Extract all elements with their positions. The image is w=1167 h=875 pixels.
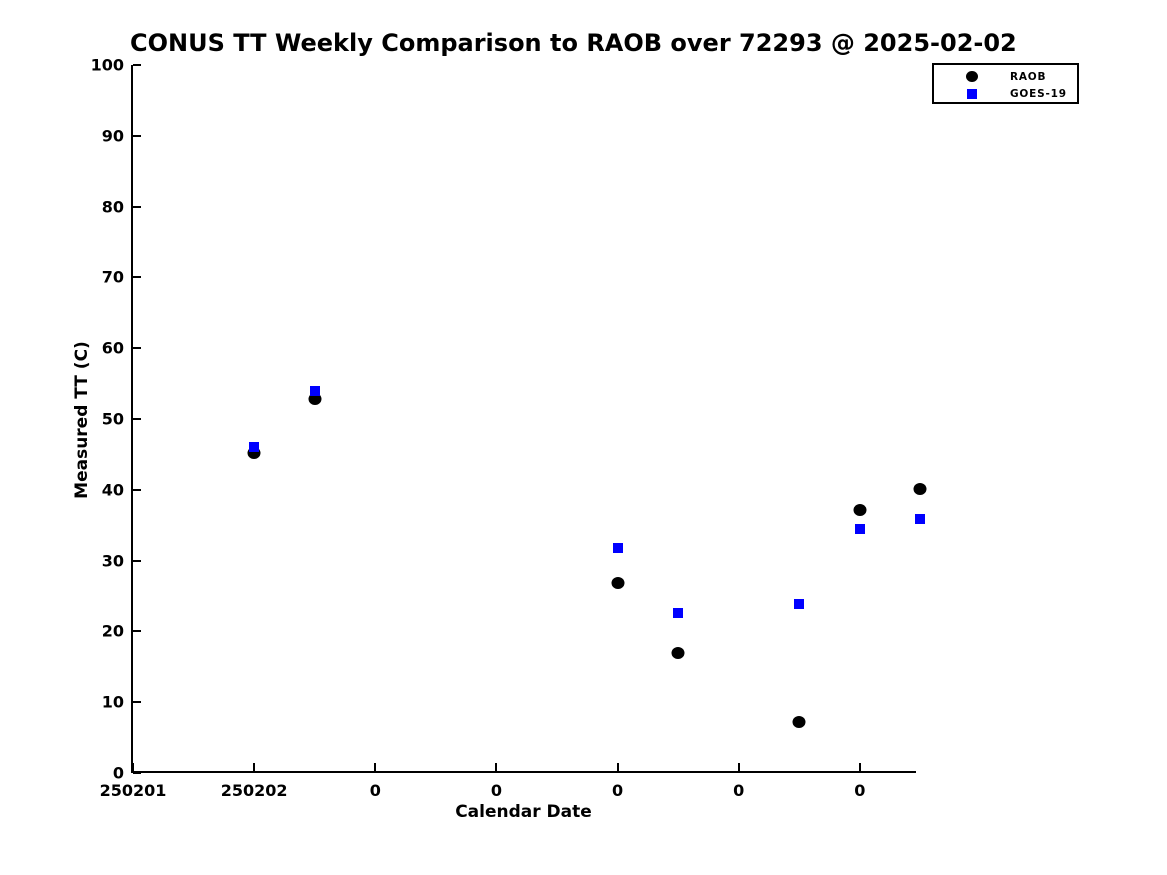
plot-area: 250201 250202 0 0 0 0 0 0 10 20 30 40 50 60 70 80 90 100 (91, 56, 927, 800)
x-tick-label: 0 (733, 781, 745, 800)
x-tick (374, 763, 377, 771)
y-tick (133, 630, 141, 633)
legend-label-raob: RAOB (1010, 70, 1047, 83)
x-tick (253, 763, 256, 771)
x-tick-label: 0 (369, 781, 381, 800)
data-point-goes-19 (794, 598, 805, 609)
y-tick (133, 205, 141, 208)
raob-marker-cell (934, 71, 1010, 82)
y-tick (133, 64, 141, 66)
y-axis-label: Measured TT (C) (72, 341, 92, 499)
data-point-raob (611, 577, 625, 590)
data-point-raob (853, 503, 867, 516)
y-tick (133, 347, 141, 350)
x-tick-label: 0 (854, 781, 866, 800)
data-point-raob (792, 716, 806, 729)
y-tick-label: 10 (101, 692, 124, 712)
y-tick-label: 50 (101, 409, 124, 429)
y-tick (133, 418, 141, 420)
data-point-raob (308, 393, 322, 406)
chart-title: CONUS TT Weekly Comparison to RAOB over … (130, 29, 1017, 57)
y-tick (133, 276, 141, 279)
x-tick (132, 763, 134, 771)
x-tick (858, 763, 861, 771)
y-tick (133, 772, 141, 774)
data-point-goes-19 (854, 523, 865, 534)
x-tick-label: 250202 (220, 781, 288, 800)
y-tick (133, 559, 141, 562)
data-point-goes-19 (673, 607, 684, 618)
y-tick-label: 40 (101, 480, 124, 500)
legend: RAOB GOES-19 (932, 63, 1079, 104)
y-tick-label: 30 (101, 551, 124, 571)
data-point-goes-19 (915, 513, 926, 524)
data-point-raob (913, 483, 927, 496)
x-tick (616, 763, 619, 771)
x-axis-label: Calendar Date (455, 802, 592, 822)
x-tick-label: 250201 (99, 781, 167, 800)
y-tick-label: 100 (90, 55, 124, 75)
legend-row-goes19: GOES-19 (934, 85, 1077, 102)
x-tick-label: 0 (611, 781, 624, 800)
goes19-square-icon (967, 88, 977, 99)
y-tick (133, 488, 141, 491)
data-point-goes-19 (309, 385, 320, 396)
raob-circle-icon (966, 71, 978, 82)
data-point-goes-19 (612, 542, 623, 553)
y-tick-label: 60 (101, 338, 124, 358)
data-point-raob (671, 646, 685, 659)
goes19-marker-cell (934, 88, 1010, 99)
y-tick-label: 20 (101, 621, 124, 641)
y-tick-label: 70 (101, 267, 124, 287)
data-point-goes-19 (249, 442, 260, 453)
y-tick (133, 701, 141, 704)
legend-row-raob: RAOB (934, 68, 1077, 85)
y-tick (133, 134, 141, 137)
x-tick-label: 0 (490, 781, 502, 800)
y-tick-label: 90 (101, 126, 124, 146)
legend-label-goes19: GOES-19 (1010, 87, 1067, 100)
y-tick-label: 80 (101, 197, 124, 217)
y-tick-label: 0 (112, 763, 124, 783)
x-tick (737, 763, 740, 771)
x-tick (495, 763, 498, 771)
